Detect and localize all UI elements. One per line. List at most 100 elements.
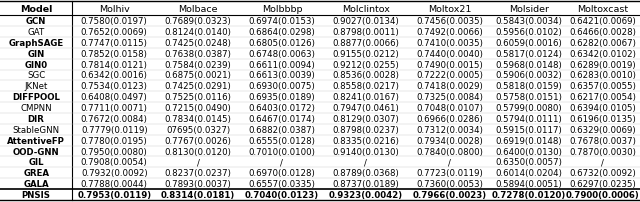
Text: GALA: GALA: [23, 179, 49, 188]
Text: 0.7780(0.0195): 0.7780(0.0195): [81, 136, 148, 145]
Text: GIN0: GIN0: [24, 60, 48, 69]
Text: SGC: SGC: [27, 71, 45, 80]
Text: 0.9323(0.0042): 0.9323(0.0042): [329, 190, 403, 199]
Text: 0.6805(0.0126): 0.6805(0.0126): [248, 39, 316, 48]
Text: 0.7747(0.0115): 0.7747(0.0115): [81, 39, 148, 48]
Text: 0.6297(0.0235): 0.6297(0.0235): [570, 179, 636, 188]
Text: 0.7312(0.0034): 0.7312(0.0034): [416, 125, 483, 134]
Text: 0.7900(0.0006): 0.7900(0.0006): [566, 190, 640, 199]
Text: 0.8558(0.0217): 0.8558(0.0217): [332, 82, 399, 91]
Text: 0.6935(0.0189): 0.6935(0.0189): [248, 93, 316, 102]
Text: 0.6611(0.0094): 0.6611(0.0094): [248, 60, 316, 69]
Text: 0.8335(0.0216): 0.8335(0.0216): [332, 136, 399, 145]
Text: 0.6919(0.0148): 0.6919(0.0148): [495, 136, 562, 145]
Text: 0.5906(0.0032): 0.5906(0.0032): [495, 71, 562, 80]
Text: 0.7425(0.0291): 0.7425(0.0291): [164, 82, 232, 91]
Text: 0.6974(0.0153): 0.6974(0.0153): [248, 17, 316, 26]
Text: 0.7870(0.0030): 0.7870(0.0030): [570, 147, 636, 156]
Text: AttentiveFP: AttentiveFP: [7, 136, 65, 145]
Text: 0.6059(0.0016): 0.6059(0.0016): [495, 39, 562, 48]
Text: 0.7893(0.0037): 0.7893(0.0037): [164, 179, 232, 188]
Text: 0.7908(0.0054): 0.7908(0.0054): [81, 158, 148, 167]
Text: JKNet: JKNet: [24, 82, 48, 91]
Text: GIN: GIN: [28, 49, 45, 58]
Text: 0.5799(0.0080): 0.5799(0.0080): [495, 104, 562, 113]
Text: 0.5818(0.0159): 0.5818(0.0159): [495, 82, 562, 91]
Text: 0.7010(0.0100): 0.7010(0.0100): [248, 147, 316, 156]
Text: 0.8877(0.0066): 0.8877(0.0066): [332, 39, 399, 48]
Text: 07695(0.0327): 07695(0.0327): [166, 125, 230, 134]
Text: 0.7953(0.0119): 0.7953(0.0119): [77, 190, 151, 199]
Text: GraphSAGE: GraphSAGE: [8, 39, 64, 48]
Text: /: /: [280, 158, 284, 167]
Text: 0.7456(0.0035): 0.7456(0.0035): [416, 17, 483, 26]
Text: 0.6930(0.0075): 0.6930(0.0075): [248, 82, 316, 91]
Text: 0.7711(0.0071): 0.7711(0.0071): [81, 104, 148, 113]
Text: CMPNN: CMPNN: [20, 104, 52, 113]
Text: 0.8798(0.0237): 0.8798(0.0237): [332, 125, 399, 134]
Text: 0.5758(0.0151): 0.5758(0.0151): [495, 93, 562, 102]
Text: 0.9140(0.0130): 0.9140(0.0130): [332, 147, 399, 156]
Text: 0.7840(0.0800): 0.7840(0.0800): [416, 147, 483, 156]
Text: 0.8129(0.0307): 0.8129(0.0307): [332, 114, 399, 123]
Text: 0.7525(0.0116): 0.7525(0.0116): [164, 93, 232, 102]
Text: Moltoxcast: Moltoxcast: [577, 5, 628, 14]
Text: 0.9212(0.0255): 0.9212(0.0255): [332, 60, 399, 69]
Text: 0.7040(0.0123): 0.7040(0.0123): [245, 190, 319, 199]
Text: 0.8130(0.0120): 0.8130(0.0120): [164, 147, 232, 156]
Text: 0.6732(0.0092): 0.6732(0.0092): [570, 168, 636, 177]
Text: 0.7440(0.0040): 0.7440(0.0040): [416, 49, 483, 58]
Text: 0.7580(0.0197): 0.7580(0.0197): [81, 17, 148, 26]
Text: /: /: [448, 158, 451, 167]
Text: 0.6555(0.0128): 0.6555(0.0128): [248, 136, 316, 145]
Text: 0.7048(0.0107): 0.7048(0.0107): [416, 104, 483, 113]
Text: 0.7418(0.0029): 0.7418(0.0029): [416, 82, 483, 91]
Text: 0.6557(0.0335): 0.6557(0.0335): [248, 179, 316, 188]
Text: 0.7779(0.0119): 0.7779(0.0119): [81, 125, 148, 134]
Text: 0.6394(0.0105): 0.6394(0.0105): [570, 104, 636, 113]
Text: 0.7767(0.0026): 0.7767(0.0026): [164, 136, 232, 145]
Text: 0.8789(0.0368): 0.8789(0.0368): [332, 168, 399, 177]
Text: 0.6282(0.0067): 0.6282(0.0067): [570, 39, 636, 48]
Text: 0.7222(0.0005): 0.7222(0.0005): [416, 71, 483, 80]
Text: 0.6342(0.0102): 0.6342(0.0102): [570, 49, 636, 58]
Text: DIFFPOOL: DIFFPOOL: [12, 93, 60, 102]
Text: 0.5794(0.0111): 0.5794(0.0111): [495, 114, 562, 123]
Text: 0.7689(0.0323): 0.7689(0.0323): [164, 17, 232, 26]
Text: 0.7672(0.0084): 0.7672(0.0084): [81, 114, 148, 123]
Text: 0.6329(0.0069): 0.6329(0.0069): [570, 125, 636, 134]
Text: 0.7932(0.0092): 0.7932(0.0092): [81, 168, 148, 177]
Text: 0.6970(0.0128): 0.6970(0.0128): [248, 168, 316, 177]
Text: Moltox21: Moltox21: [428, 5, 471, 14]
Text: 0.5915(0.0117): 0.5915(0.0117): [495, 125, 562, 134]
Text: 0.6357(0.0055): 0.6357(0.0055): [570, 82, 636, 91]
Text: 0.6966(0.0286): 0.6966(0.0286): [416, 114, 483, 123]
Text: 0.6403(0.0172): 0.6403(0.0172): [248, 104, 316, 113]
Text: 0.9155(0.0212): 0.9155(0.0212): [332, 49, 399, 58]
Text: 0.7584(0.0239): 0.7584(0.0239): [164, 60, 232, 69]
Text: 0.7215(0.0490): 0.7215(0.0490): [164, 104, 232, 113]
Text: /: /: [196, 158, 200, 167]
Text: 0.7490(0.0015): 0.7490(0.0015): [416, 60, 483, 69]
Text: 0.5843(0.0034): 0.5843(0.0034): [495, 17, 562, 26]
Text: 0.5817(0.0124): 0.5817(0.0124): [495, 49, 562, 58]
Text: StableGNN: StableGNN: [13, 125, 60, 134]
Text: Molsider: Molsider: [509, 5, 548, 14]
Text: 0.7934(0.0028): 0.7934(0.0028): [416, 136, 483, 145]
Text: 0.7652(0.0069): 0.7652(0.0069): [81, 28, 148, 37]
Text: Model: Model: [20, 5, 52, 14]
Text: 0.6864(0.0298): 0.6864(0.0298): [248, 28, 316, 37]
Text: OOD-GNN: OOD-GNN: [13, 147, 60, 156]
Text: 0.7814(0.0121): 0.7814(0.0121): [81, 60, 148, 69]
Text: 0.8536(0.0028): 0.8536(0.0028): [332, 71, 399, 80]
Text: 0.7788(0.0044): 0.7788(0.0044): [81, 179, 148, 188]
Text: 0.7678(0.0037): 0.7678(0.0037): [570, 136, 636, 145]
Text: Molbbbp: Molbbbp: [262, 5, 302, 14]
Text: 0.6467(0.0174): 0.6467(0.0174): [248, 114, 316, 123]
Text: 0.9027(0.0134): 0.9027(0.0134): [332, 17, 399, 26]
Text: 0.8798(0.0011): 0.8798(0.0011): [332, 28, 399, 37]
Text: 0.7492(0.0066): 0.7492(0.0066): [416, 28, 483, 37]
Text: 0.6283(0.0010): 0.6283(0.0010): [570, 71, 636, 80]
Text: Molclintox: Molclintox: [342, 5, 390, 14]
Text: 0.6408(0.0497): 0.6408(0.0497): [81, 93, 148, 102]
